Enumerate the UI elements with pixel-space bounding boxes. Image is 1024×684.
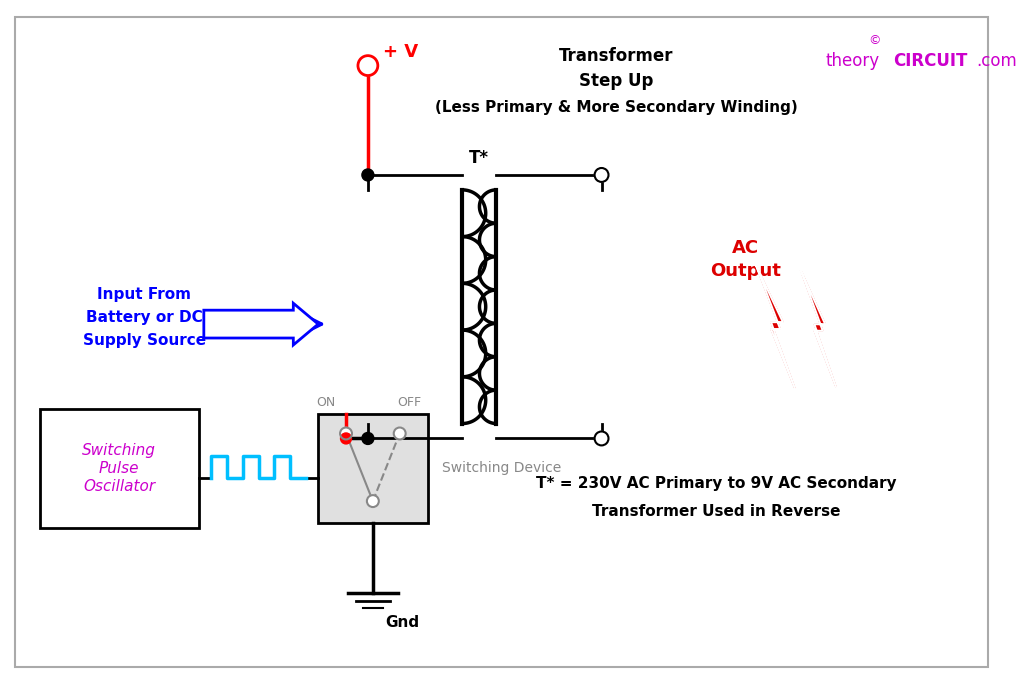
FancyBboxPatch shape: [318, 414, 428, 523]
Circle shape: [367, 495, 379, 507]
Text: (Less Primary & More Secondary Winding): (Less Primary & More Secondary Winding): [435, 100, 798, 115]
Text: Switching: Switching: [82, 443, 157, 458]
Text: Input From: Input From: [97, 287, 191, 302]
Circle shape: [361, 169, 374, 181]
Circle shape: [361, 432, 374, 445]
Polygon shape: [801, 269, 837, 388]
Text: T*: T*: [469, 149, 489, 167]
FancyBboxPatch shape: [40, 408, 199, 528]
Circle shape: [595, 432, 608, 445]
Text: Oscillator: Oscillator: [83, 479, 156, 494]
Polygon shape: [756, 265, 795, 389]
Text: CIRCUIT: CIRCUIT: [893, 51, 968, 70]
Circle shape: [595, 168, 608, 182]
Circle shape: [341, 433, 351, 444]
Text: T* = 230V AC Primary to 9V AC Secondary: T* = 230V AC Primary to 9V AC Secondary: [536, 475, 896, 490]
Text: ©: ©: [868, 34, 882, 47]
Text: Step Up: Step Up: [580, 72, 653, 90]
FancyArrow shape: [204, 303, 318, 345]
Text: Battery or DC: Battery or DC: [86, 310, 203, 325]
Text: Output: Output: [711, 263, 781, 280]
Text: Switching Device: Switching Device: [442, 461, 562, 475]
Text: + V: + V: [383, 42, 418, 61]
Text: Supply Source: Supply Source: [83, 333, 206, 348]
Circle shape: [394, 428, 406, 439]
Text: OFF: OFF: [397, 395, 422, 408]
Text: theory: theory: [825, 51, 880, 70]
Text: Pulse: Pulse: [99, 461, 139, 476]
Text: Gnd: Gnd: [385, 615, 419, 630]
Text: .com: .com: [977, 51, 1017, 70]
Text: ON: ON: [316, 395, 336, 408]
Circle shape: [358, 55, 378, 75]
Text: Transformer: Transformer: [559, 47, 674, 65]
Text: Transformer Used in Reverse: Transformer Used in Reverse: [592, 503, 840, 518]
Text: AC: AC: [732, 239, 759, 256]
FancyBboxPatch shape: [15, 17, 988, 667]
Circle shape: [340, 428, 352, 439]
